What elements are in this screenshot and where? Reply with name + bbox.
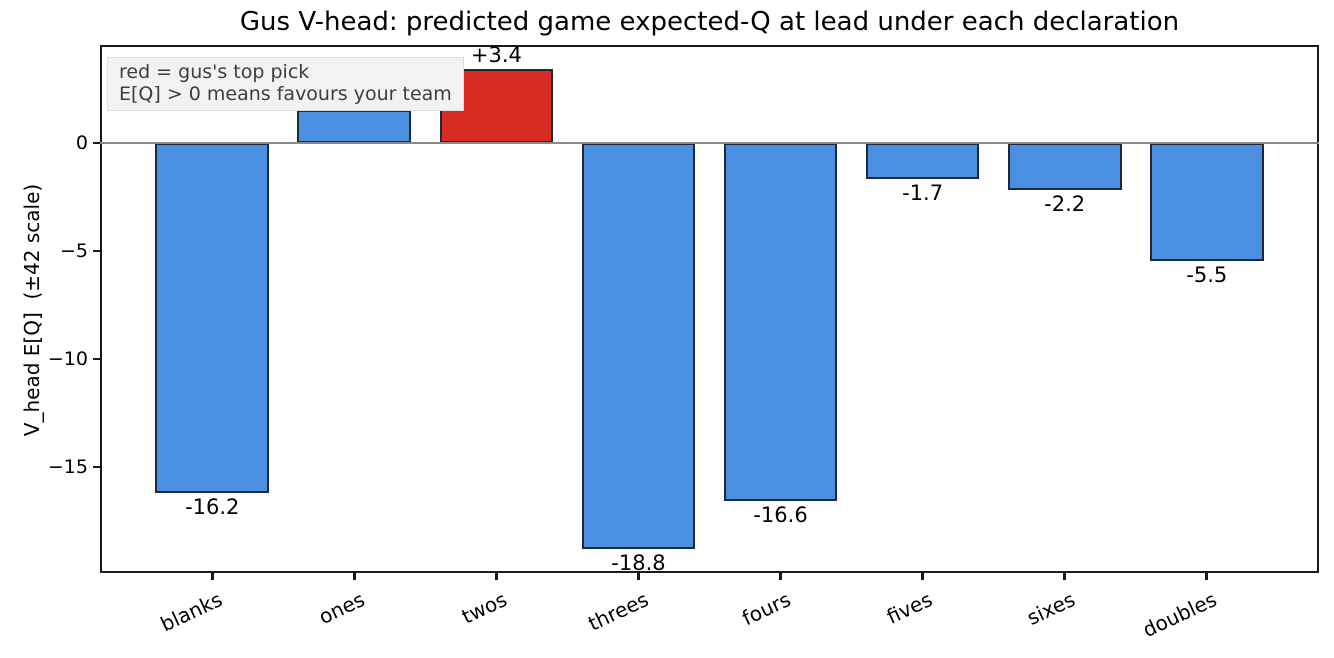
annotation-box: red = gus's top pick E[Q] > 0 means favou… (107, 57, 464, 111)
y-axis-tick-label: 0 (75, 131, 88, 154)
bar-value-label: -5.5 (1186, 263, 1228, 288)
x-axis-tick-mark (494, 573, 498, 580)
x-axis-tick-label-threes: threes (584, 587, 653, 636)
y-axis-tick-label: −10 (47, 347, 88, 370)
bar-sixes (1007, 142, 1122, 191)
x-axis-tick-label-ones: ones (314, 587, 369, 629)
bar-fives (865, 142, 980, 180)
x-axis-tick-mark (1063, 573, 1067, 580)
bar-value-label: -18.8 (611, 551, 666, 575)
x-axis-tick-mark (636, 573, 640, 580)
y-axis-tick-mark (93, 249, 100, 252)
x-axis-tick-label-sixes: sixes (1023, 587, 1079, 630)
x-axis-tick-mark (1205, 573, 1209, 580)
zero-line (100, 141, 1319, 144)
bar-value-label: -16.6 (753, 503, 808, 528)
bar-value-label: +3.4 (470, 43, 522, 67)
y-axis-tick-mark (93, 357, 100, 360)
y-axis-tick-label: −5 (59, 239, 88, 262)
bar-doubles (1149, 142, 1264, 262)
plot-area (100, 45, 1319, 573)
x-axis-tick-mark (779, 573, 783, 580)
chart-title: Gus V-head: predicted game expected-Q at… (239, 7, 1180, 37)
annotation-line-2: E[Q] > 0 means favours your team (119, 83, 452, 105)
y-axis-tick-mark (93, 141, 100, 144)
x-axis-tick-label-doubles: doubles (1139, 587, 1221, 643)
bar-value-label: -1.7 (902, 181, 944, 206)
bar-ones (297, 110, 412, 143)
x-axis-tick-label-fours: fours (738, 587, 795, 631)
x-axis-tick-mark (921, 573, 925, 580)
x-axis-tick-mark (210, 573, 214, 580)
x-axis-tick-label-fives: fives (883, 587, 937, 629)
x-axis-tick-label-twos: twos (457, 587, 511, 629)
bar-threes (581, 142, 696, 549)
x-axis-tick-label-blanks: blanks (156, 587, 226, 637)
annotation-line-1: red = gus's top pick (119, 61, 310, 83)
bar-value-label: -2.2 (1044, 192, 1086, 217)
x-axis-tick-mark (352, 573, 356, 580)
bar-fours (723, 142, 838, 502)
bar-value-label: -16.2 (185, 494, 240, 519)
y-axis-tick-label: −15 (47, 455, 88, 478)
y-axis-tick-mark (93, 465, 100, 468)
bar-blanks (155, 142, 270, 493)
y-axis-label: V_head E[Q] (±42 scale) (20, 183, 44, 437)
